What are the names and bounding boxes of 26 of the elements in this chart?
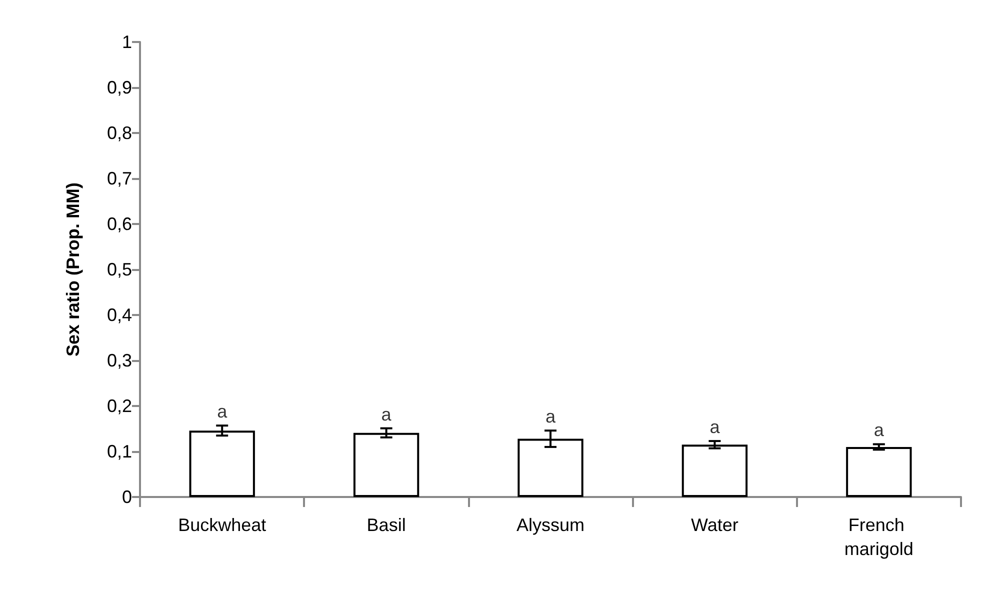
- annotation: a: [381, 404, 392, 424]
- x-tick-label: Water: [691, 515, 738, 535]
- y-tick-label: 1: [122, 32, 132, 52]
- y-tick-label: 0,3: [106, 350, 132, 370]
- annotation: a: [874, 420, 885, 440]
- y-tick-label: 0: [122, 487, 132, 507]
- x-tick-label: Buckwheat: [178, 515, 266, 535]
- y-tick-label: 0,1: [106, 442, 132, 462]
- x-tick-label: Alyssum: [516, 515, 585, 535]
- y-tick-label: 0,4: [106, 305, 132, 325]
- bar: [682, 444, 748, 497]
- x-tick-label: French marigold: [844, 515, 914, 559]
- bar: [353, 432, 420, 497]
- y-tick-label: 0,8: [106, 123, 132, 143]
- annotation: a: [710, 417, 721, 438]
- y-tick-label: 0,5: [106, 260, 132, 280]
- bar: [846, 446, 912, 497]
- bar: [189, 430, 255, 497]
- y-tick-label: 0,9: [106, 78, 132, 98]
- y-axis-title: Sex ratio (Prop. MM): [63, 182, 83, 357]
- annotation: a: [217, 402, 228, 422]
- y-tick-label: 0,2: [106, 396, 132, 416]
- y-tick-label: 0,7: [106, 168, 132, 188]
- y-tick-label: 0,6: [106, 214, 132, 234]
- annotation: a: [545, 406, 556, 427]
- x-tick-label: Basil: [366, 515, 406, 535]
